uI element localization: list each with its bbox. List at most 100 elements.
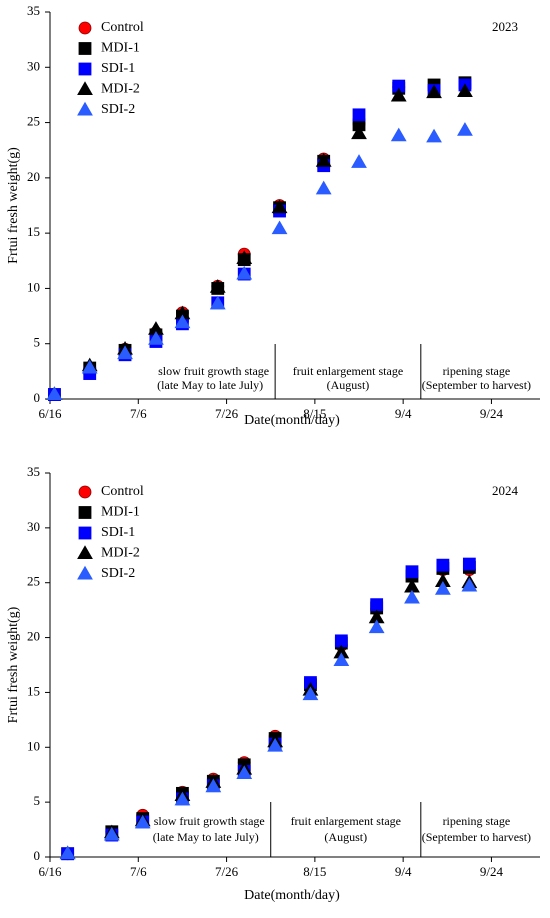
point: [46, 386, 63, 401]
annotation: 2024: [492, 483, 519, 498]
y-tick-label: 10: [27, 279, 40, 294]
y-tick-label: 30: [27, 519, 40, 534]
y-axis-label: Frtui fresh weight(g): [6, 606, 21, 723]
stage-name: ripening stage: [443, 814, 511, 828]
stage-name: ripening stage: [443, 364, 511, 378]
point: [436, 558, 450, 572]
x-tick-label: 7/6: [130, 406, 147, 421]
legend-marker: [78, 62, 92, 76]
legend-label: SDI-1: [101, 61, 135, 76]
point: [209, 295, 226, 310]
point: [434, 581, 451, 595]
x-axis-label: Date(month/day): [244, 888, 340, 903]
point: [315, 180, 332, 195]
y-tick-label: 35: [27, 3, 40, 18]
point: [461, 577, 478, 592]
legend-marker: [77, 81, 93, 95]
point: [117, 345, 133, 360]
x-tick-label: 8/15: [303, 406, 326, 421]
point: [174, 314, 191, 329]
legend-label: SDI-2: [101, 566, 135, 581]
point: [236, 250, 253, 265]
x-tick-label: 9/24: [480, 406, 504, 421]
point: [209, 279, 226, 293]
point: [368, 619, 385, 634]
x-axis-label: Date(month/day): [244, 413, 340, 428]
y-tick-label: 35: [27, 464, 40, 479]
y-tick-label: 10: [27, 738, 40, 753]
stage-period: (late May to late July): [157, 378, 263, 392]
legend-marker: [78, 42, 92, 55]
y-tick-label: 25: [27, 574, 40, 589]
annotation: 2023: [492, 19, 518, 34]
legend-label: Control: [101, 484, 144, 499]
y-tick-label: 15: [27, 683, 40, 698]
point: [271, 220, 288, 235]
legend-marker: [77, 101, 93, 116]
x-tick-label: 9/4: [395, 406, 412, 421]
stage-period: (September to harvest): [422, 830, 531, 844]
point: [81, 359, 98, 374]
point: [390, 127, 407, 142]
legend-marker: [77, 565, 93, 580]
point: [351, 154, 367, 168]
legend-marker: [78, 485, 92, 499]
y-tick-label: 0: [34, 390, 41, 405]
y-tick-label: 5: [34, 793, 41, 808]
point: [457, 83, 473, 98]
point: [426, 84, 442, 99]
point: [405, 565, 419, 579]
point: [148, 331, 164, 345]
point: [236, 765, 253, 780]
y-tick-label: 5: [34, 335, 41, 350]
legend-marker: [77, 545, 93, 559]
y-tick-label: 0: [34, 848, 41, 863]
stage-period: (September to harvest): [422, 378, 531, 392]
legend-label: SDI-2: [101, 102, 135, 117]
point: [302, 686, 319, 701]
y-tick-label: 20: [27, 629, 40, 644]
y-tick-label: 20: [27, 169, 40, 184]
x-tick-label: 7/6: [130, 864, 147, 879]
point: [462, 557, 476, 571]
x-tick-label: 7/26: [215, 406, 239, 421]
stage-name: slow fruit growth stage: [158, 364, 269, 378]
x-tick-label: 9/4: [395, 864, 412, 879]
point: [370, 598, 384, 612]
chart-panel: 0 5 10 15 20 25 30 35 6/16 7/6 7/26 8/15 9/4 9/24 Date…: [6, 464, 540, 903]
legend-label: MDI-1: [101, 41, 140, 56]
stage-period: (late May to late July): [153, 830, 259, 844]
x-tick-label: 7/26: [215, 864, 239, 879]
legend-label: MDI-2: [101, 546, 140, 561]
point: [103, 826, 120, 841]
point: [59, 845, 76, 860]
y-tick-label: 25: [27, 114, 40, 129]
stage-name: fruit enlargement stage: [293, 364, 403, 378]
stage-period: (August): [327, 378, 370, 392]
point: [315, 153, 332, 167]
y-tick-label: 30: [27, 58, 40, 73]
chart-panel: 0 5 10 15 20 25 30 35 6/16 7/6 7/26 8/15 9/4 9/24 Date…: [6, 3, 540, 428]
x-tick-label: 8/15: [303, 864, 326, 879]
legend-label: SDI-1: [101, 525, 135, 540]
point: [333, 652, 350, 667]
point: [404, 589, 420, 604]
point: [134, 814, 151, 829]
x-tick-label: 6/16: [38, 406, 62, 421]
point: [457, 122, 473, 136]
legend-marker: [78, 506, 92, 519]
point: [236, 265, 253, 280]
point: [390, 87, 407, 102]
legend-marker: [78, 21, 92, 35]
legend-label: Control: [101, 20, 144, 35]
legend-label: MDI-1: [101, 505, 140, 520]
stage-period: (August): [324, 830, 367, 844]
legend-label: MDI-2: [101, 82, 140, 97]
legend-marker: [78, 526, 92, 540]
point: [205, 778, 222, 793]
stage-name: slow fruit growth stage: [154, 814, 265, 828]
y-axis-label: Frtui fresh weight(g): [6, 147, 21, 264]
x-tick-label: 6/16: [38, 864, 62, 879]
point: [174, 791, 191, 806]
